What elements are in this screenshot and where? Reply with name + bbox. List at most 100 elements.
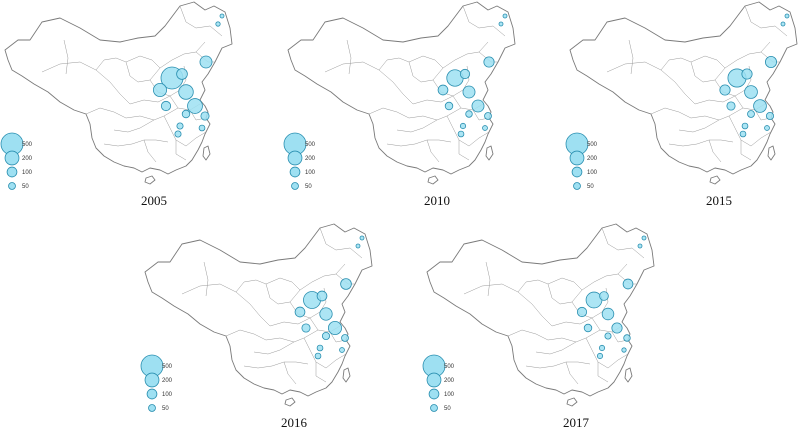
bubble-jiangsu (465, 110, 473, 118)
legend-bubble-100 (146, 388, 158, 400)
bubble-henan (160, 100, 172, 112)
bubble-shanghai (200, 111, 210, 121)
legend-label: 500 (162, 364, 173, 370)
bubble-henan (583, 323, 593, 333)
bubble-jilin (637, 243, 643, 249)
bubble-tianjin (599, 291, 609, 301)
legend-label: 100 (22, 170, 33, 176)
bubble-hubei (174, 130, 182, 138)
bubble-zhejiang (339, 347, 345, 353)
bubble-liaoning (199, 55, 213, 69)
bubble-henan (301, 323, 311, 333)
legend-label: 500 (444, 364, 455, 370)
bubble-hebei (178, 84, 194, 100)
bubble-liaoning (340, 278, 352, 290)
legend-bubble-50 (291, 182, 299, 190)
bubble-anhui (741, 122, 749, 130)
bubble-jiangsu (604, 332, 612, 340)
legend-bubble-200 (4, 150, 20, 166)
legend-label: 200 (22, 156, 33, 162)
bubble-shanxi (719, 84, 731, 96)
bubble-hebei (744, 85, 758, 99)
bubble-jiangsu (747, 110, 755, 118)
legend-label: 500 (305, 142, 316, 148)
bubble-tianjin (316, 290, 328, 302)
bubble-shandong (471, 99, 485, 113)
legend-label: 100 (162, 392, 173, 398)
legend-label: 50 (305, 184, 312, 190)
bubble-shanxi (152, 83, 167, 98)
bubble-jilin (215, 21, 221, 27)
legend-bubble-50 (8, 182, 16, 190)
legend-bubble-50 (148, 404, 156, 412)
bubble-anhui (459, 122, 467, 130)
legend-bubble-50 (430, 404, 438, 412)
bubble-zhejiang (764, 125, 770, 131)
bubble-heilongjiang (219, 13, 225, 19)
bubble-shandong (327, 321, 342, 336)
bubble-tianjin (459, 68, 471, 80)
map-panel-2005: 500 200 100 50 2005 (0, 1, 233, 208)
legend-label: 100 (444, 392, 455, 398)
bubble-shanxi (576, 306, 588, 318)
legend-label: 100 (305, 170, 316, 176)
bubble-jilin (780, 21, 786, 27)
legend-label: 50 (444, 406, 451, 412)
map-panel-2017: 500 200 100 50 2017 (422, 223, 655, 428)
bubble-hubei (596, 352, 604, 360)
bubble-zhejiang (482, 125, 488, 131)
map-panel-2015: 500 200 100 50 2015 (565, 1, 798, 208)
legend-bubble-100 (6, 166, 18, 178)
year-label: 2010 (424, 193, 450, 208)
bubble-hubei (739, 130, 747, 138)
year-label: 2016 (281, 415, 308, 428)
bubble-hubei (314, 352, 322, 360)
legend-label: 200 (305, 156, 316, 162)
map-panel-2010: 500 200 100 50 2010 (283, 1, 516, 208)
bubble-hubei (457, 130, 465, 138)
bubble-shandong (187, 98, 203, 114)
year-label: 2015 (706, 193, 732, 208)
bubble-tianjin (741, 68, 753, 80)
legend-label: 50 (162, 406, 169, 412)
legend-bubble-100 (571, 166, 583, 178)
bubble-henan (726, 101, 736, 111)
legend-bubble-50 (573, 182, 581, 190)
bubble-liaoning (764, 55, 778, 69)
legend-label: 500 (587, 142, 598, 148)
bubble-heilongjiang (641, 235, 647, 241)
legend-label: 50 (587, 184, 594, 190)
legend-bubble-200 (144, 372, 160, 388)
bubble-heilongjiang (359, 235, 365, 241)
legend-label: 200 (444, 378, 455, 384)
bubble-hebei (462, 85, 476, 99)
china-outline (426, 223, 655, 407)
bubble-jilin (498, 21, 504, 27)
bubble-shandong (611, 322, 623, 334)
china-outline (144, 223, 373, 407)
legend-label: 100 (587, 170, 598, 176)
bubble-jiangsu (181, 109, 191, 119)
bubble-heilongjiang (502, 13, 508, 19)
legend-bubble-100 (428, 388, 440, 400)
bubble-jiangsu (321, 331, 331, 341)
year-label: 2017 (563, 415, 590, 428)
bubble-zhejiang (198, 124, 206, 132)
china-outline (569, 1, 798, 185)
legend-label: 200 (162, 378, 173, 384)
legend-label: 500 (22, 142, 33, 148)
bubble-shanghai (341, 334, 349, 342)
map-panel-2016: 500 200 100 50 2016 (140, 223, 373, 428)
legend-bubble-200 (426, 372, 442, 388)
legend-bubble-100 (289, 166, 301, 178)
year-label: 2005 (141, 193, 167, 208)
bubble-anhui (316, 344, 324, 352)
bubble-liaoning (622, 278, 634, 290)
bubble-liaoning (483, 56, 495, 68)
china-outline (4, 1, 233, 185)
bubble-anhui (598, 344, 606, 352)
bubble-hebei (601, 307, 615, 321)
bubble-shanxi (294, 306, 306, 318)
